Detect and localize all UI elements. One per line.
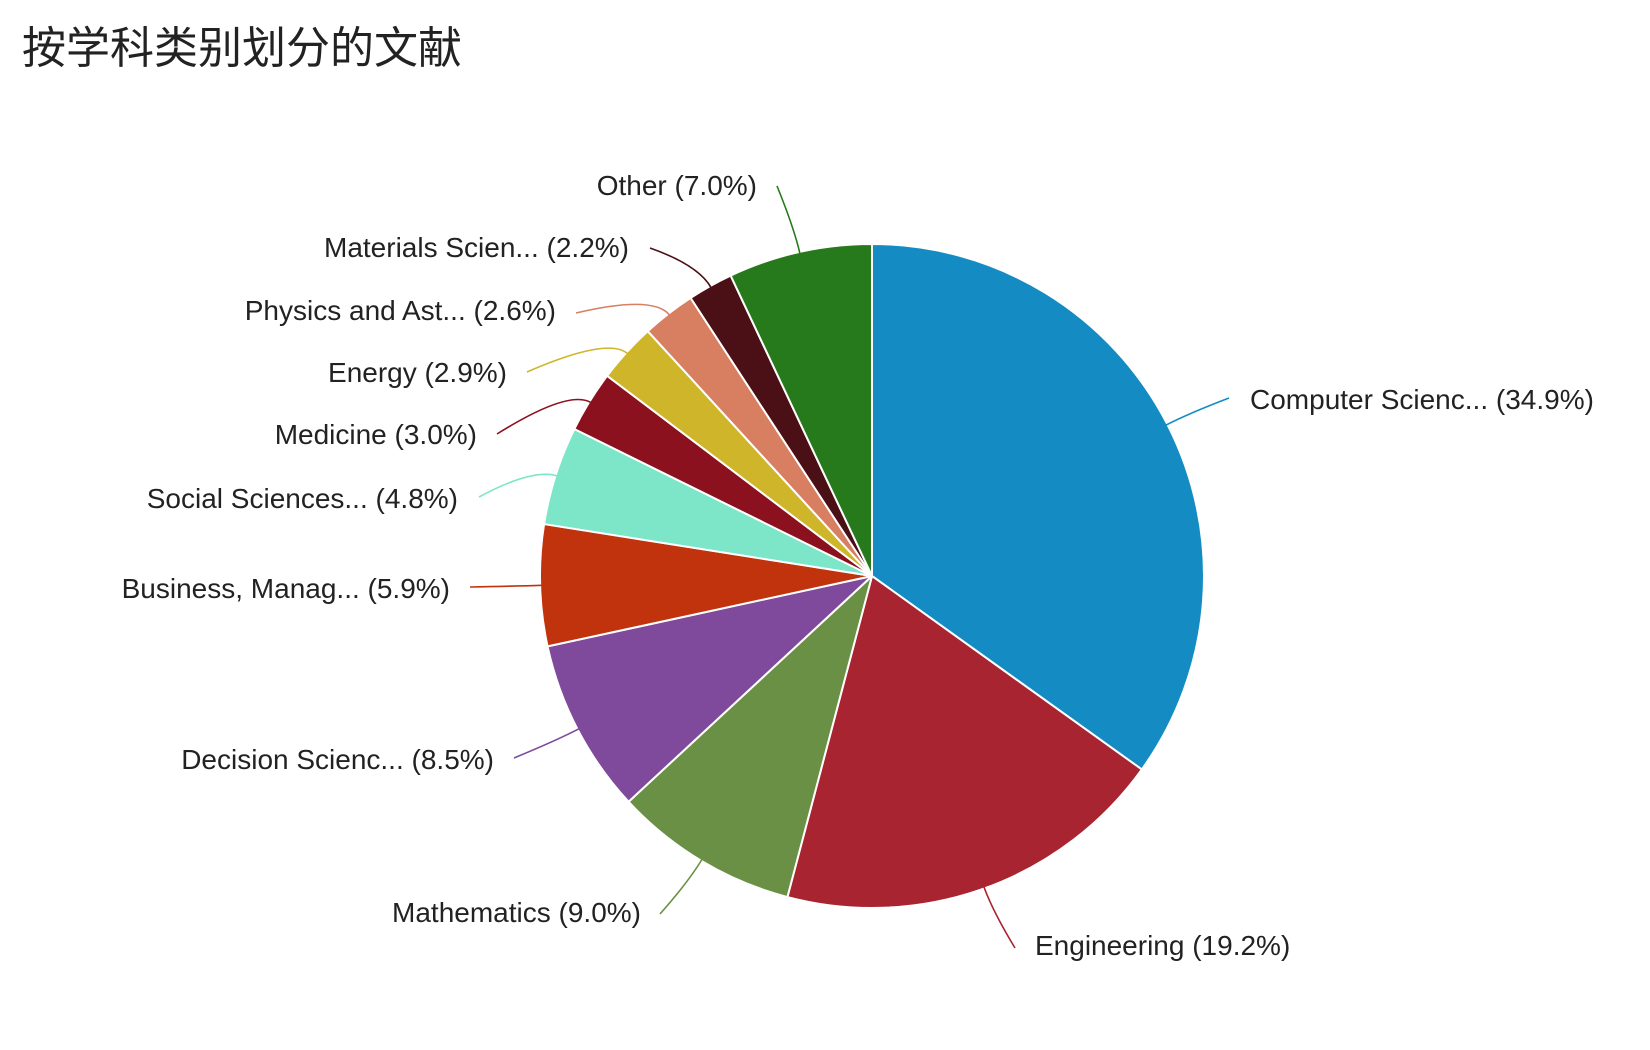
slice-label-name: Other — [597, 170, 667, 201]
leader-line-social-sciences — [478, 473, 558, 498]
leader-line-engineering — [983, 886, 1016, 949]
slice-label-name: Business, Manag... — [122, 573, 360, 604]
slice-label-materials-scien: Materials Scien... (2.2%) — [324, 232, 629, 263]
slice-label-name: Engineering — [1035, 930, 1184, 961]
slice-label-name: Social Sciences... — [147, 483, 368, 514]
slice-label-percent: (3.0%) — [387, 419, 477, 450]
slice-label-social-sciences: Social Sciences... (4.8%) — [147, 483, 458, 514]
slice-label-percent: (19.2%) — [1184, 930, 1290, 961]
leader-line-mathematics — [659, 858, 703, 915]
slice-label-percent: (5.9%) — [360, 573, 450, 604]
slice-label-medicine: Medicine (3.0%) — [275, 419, 477, 450]
slice-label-name: Decision Scienc... — [181, 744, 404, 775]
slice-label-percent: (34.9%) — [1488, 384, 1594, 415]
leader-line-medicine — [496, 398, 592, 435]
slice-label-name: Medicine — [275, 419, 387, 450]
slice-label-energy: Energy (2.9%) — [328, 357, 507, 388]
leader-line-business-manag — [469, 584, 543, 588]
slice-label-percent: (4.8%) — [368, 483, 458, 514]
slice-label-name: Mathematics — [392, 897, 551, 928]
leader-line-other — [776, 185, 801, 255]
slice-label-name: Energy — [328, 357, 417, 388]
label-leader-lines — [469, 185, 1230, 949]
slice-labels: Computer Scienc... (34.9%) Engineering (1… — [122, 170, 1594, 961]
leader-line-decision-scienc — [513, 727, 580, 759]
slice-label-computer-scienc: Computer Scienc... (34.9%) — [1250, 384, 1594, 415]
slice-label-percent: (2.9%) — [417, 357, 507, 388]
slice-label-name: Computer Scienc... — [1250, 384, 1488, 415]
slice-label-percent: (9.0%) — [551, 897, 641, 928]
slice-label-decision-scienc: Decision Scienc... (8.5%) — [181, 744, 494, 775]
slice-label-percent: (7.0%) — [667, 170, 757, 201]
slice-label-percent: (2.6%) — [466, 295, 556, 326]
pie-slices — [539, 243, 1205, 909]
leader-line-energy — [526, 347, 629, 373]
slice-label-engineering: Engineering (19.2%) — [1035, 930, 1290, 961]
leader-line-computer-scienc — [1165, 397, 1230, 427]
leader-line-physics-and-ast — [575, 303, 671, 316]
slice-label-physics-and-ast: Physics and Ast... (2.6%) — [245, 295, 556, 326]
slice-label-name: Materials Scien... — [324, 232, 539, 263]
chart-title: 按学科类别划分的文献 — [22, 23, 462, 74]
slice-label-other: Other (7.0%) — [597, 170, 757, 201]
slice-label-business-manag: Business, Manag... (5.9%) — [122, 573, 450, 604]
slice-label-mathematics: Mathematics (9.0%) — [392, 897, 641, 928]
slice-label-percent: (8.5%) — [404, 744, 494, 775]
slice-label-name: Physics and Ast... — [245, 295, 466, 326]
leader-line-materials-scien — [649, 247, 712, 289]
slice-label-percent: (2.2%) — [539, 232, 629, 263]
